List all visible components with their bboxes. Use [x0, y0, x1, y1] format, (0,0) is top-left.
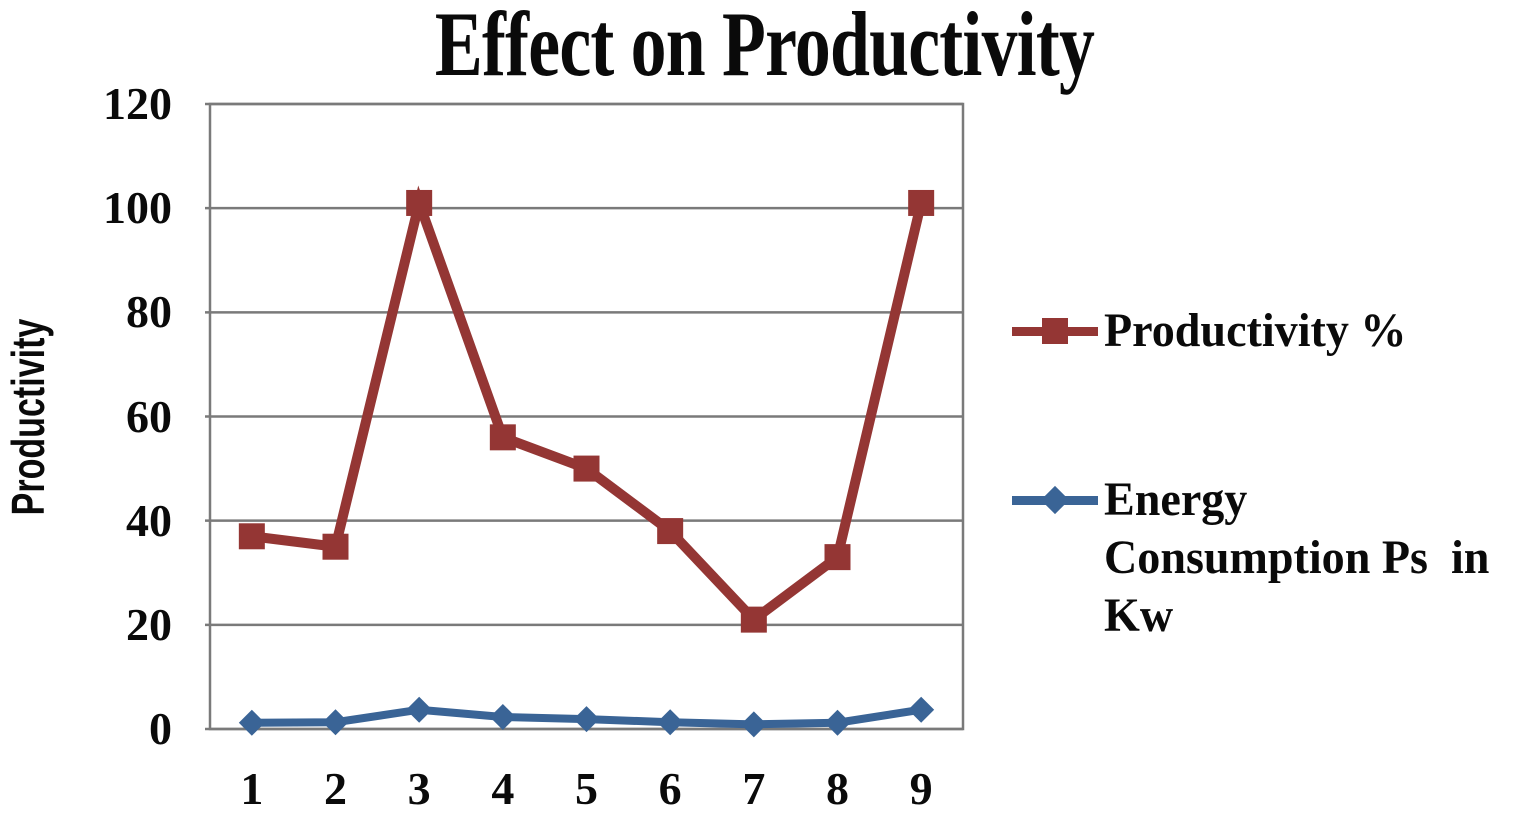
x-category-label: 9 — [909, 763, 933, 813]
data-point-square-marker — [406, 189, 433, 216]
data-point-square-marker — [824, 544, 851, 571]
legend-entry-productivity: Productivity % — [1012, 302, 1419, 360]
y-tick-label: 120 — [103, 78, 172, 129]
data-point-diamond-marker — [406, 696, 433, 723]
legend-square-marker-icon — [1042, 318, 1068, 344]
series-line-productivity — [251, 185, 927, 627]
y-tick-label: 80 — [126, 286, 172, 338]
legend-label-productivity: Productivity % — [1104, 304, 1407, 357]
x-category-label: 7 — [742, 763, 766, 813]
legend-diamond-marker-icon — [1040, 485, 1070, 515]
y-tick-label: 0 — [149, 703, 172, 754]
x-category-label: 3 — [407, 763, 431, 813]
data-point-square-marker — [238, 523, 265, 550]
data-point-square-marker — [908, 189, 935, 216]
data-point-square-marker — [657, 518, 684, 545]
x-category-label: 6 — [658, 763, 682, 813]
legend-swatch-productivity — [1012, 302, 1098, 360]
data-point-diamond-marker — [573, 706, 600, 733]
y-tick-label: 60 — [126, 390, 172, 442]
x-category-label: 5 — [575, 763, 598, 813]
data-point-diamond-marker — [657, 709, 684, 736]
legend-label-energy: Energy Consumption Ps in Kw — [1104, 473, 1490, 642]
data-point-diamond-marker — [824, 709, 851, 736]
data-point-diamond-marker — [489, 704, 516, 731]
data-point-diamond-marker — [740, 711, 767, 738]
legend-entry-energy: Energy Consumption Ps in Kw — [1012, 471, 1505, 645]
data-point-diamond-marker — [322, 709, 349, 736]
y-tick-label: 20 — [126, 598, 172, 650]
chart-title: Effect on Productivity — [434, 0, 1095, 95]
x-category-label: 1 — [240, 763, 264, 813]
data-point-square-marker — [489, 424, 516, 451]
y-tick-label: 40 — [126, 494, 172, 546]
data-point-diamond-marker — [908, 696, 935, 723]
x-category-label: 4 — [491, 763, 515, 813]
data-point-square-marker — [740, 606, 767, 633]
x-category-label: 8 — [826, 763, 849, 813]
y-tick-label: 100 — [103, 182, 172, 234]
data-point-square-marker — [322, 533, 349, 560]
data-point-diamond-marker — [238, 709, 265, 736]
x-category-label: 2 — [324, 763, 347, 813]
legend-swatch-energy — [1012, 471, 1098, 529]
data-point-square-marker — [573, 455, 600, 482]
